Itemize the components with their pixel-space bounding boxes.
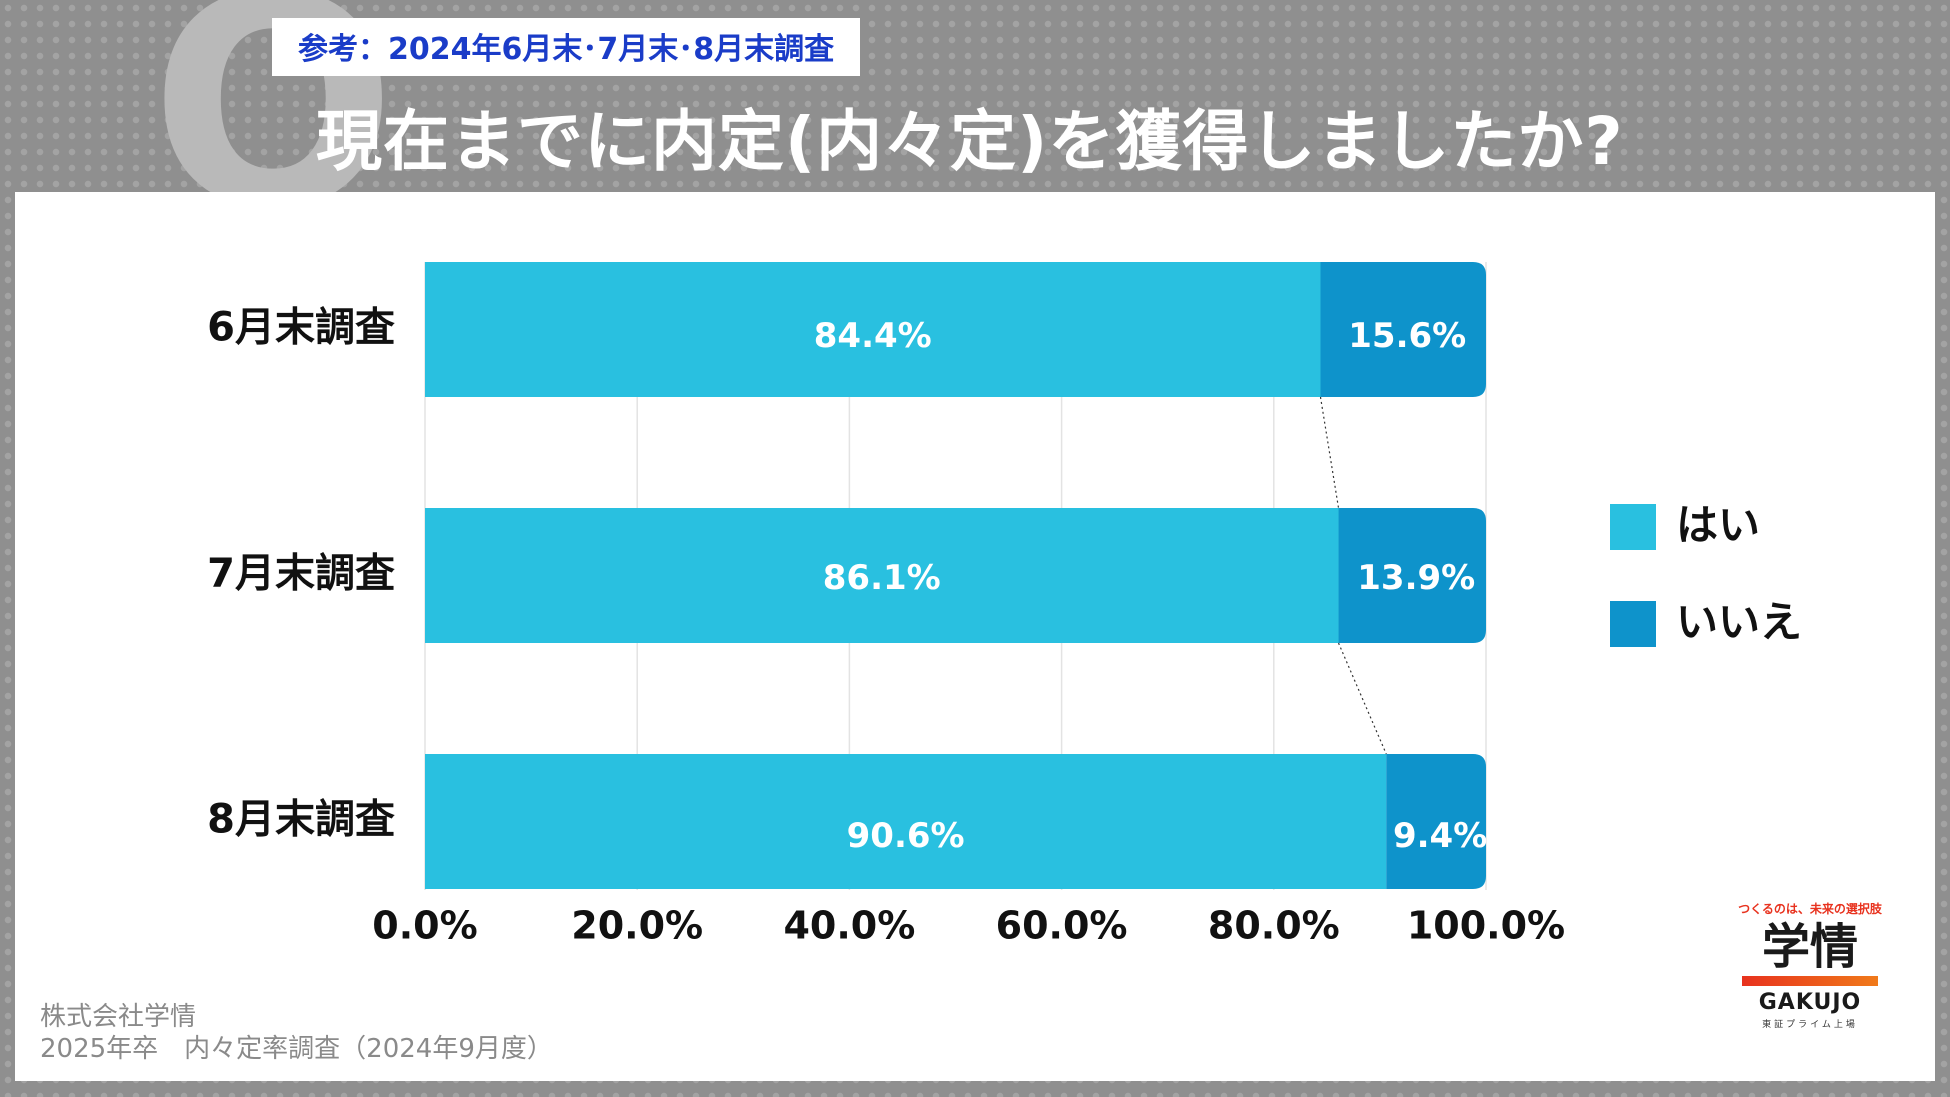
- reference-badge: 参考：2024年6月末･7月末･8月末調査: [272, 18, 861, 76]
- legend-swatch: [1610, 504, 1656, 550]
- page-title: 現在までに内定(内々定)を獲得しましたか?: [316, 103, 1624, 180]
- data-label-no: 13.9%: [1357, 558, 1475, 598]
- bar-segment-yes: [425, 508, 1339, 643]
- source-survey: 2025年卒 内々定率調査（2024年9月度）: [40, 1034, 553, 1064]
- category-label: 8月末調査: [207, 797, 395, 843]
- bar-segment-yes: [425, 754, 1387, 889]
- bar-segment-no: [1386, 754, 1486, 889]
- legend-label: はい: [1676, 501, 1760, 550]
- category-label: 7月末調査: [207, 551, 395, 597]
- series-connector-line: [1337, 642, 1387, 755]
- logo-main-text: 学情: [1761, 919, 1858, 975]
- bar-segment-no: [1320, 262, 1486, 397]
- data-label-no: 9.4%: [1393, 816, 1487, 856]
- logo-tagline: つくるのは、未来の選択肢: [1738, 902, 1882, 916]
- bar-segment-no: [1338, 508, 1486, 643]
- legend-swatch: [1610, 601, 1656, 647]
- logo-bar: [1742, 975, 1878, 986]
- legend-label: いいえ: [1676, 598, 1802, 647]
- logo-subtext: 東証プライム上場: [1762, 1019, 1858, 1030]
- x-tick-label: 40.0%: [783, 904, 915, 948]
- gakujo-logo: つくるのは、未来の選択肢 学情 GAKUJO 東証プライム上場: [1730, 900, 1890, 1030]
- series-connector-line: [1319, 396, 1340, 509]
- x-tick-label: 20.0%: [571, 904, 703, 948]
- data-label-no: 15.6%: [1348, 316, 1466, 356]
- x-tick-label: 0.0%: [372, 904, 477, 948]
- data-label-yes: 90.6%: [847, 816, 965, 856]
- logo-english-text: GAKUJO: [1758, 989, 1862, 1015]
- x-tick-label: 100.0%: [1407, 904, 1565, 948]
- source-company: 株式会社学情: [40, 1002, 197, 1032]
- category-label: 6月末調査: [207, 305, 395, 351]
- data-label-yes: 86.1%: [823, 558, 941, 598]
- bar-segment-yes: [425, 262, 1321, 397]
- x-tick-label: 60.0%: [996, 904, 1128, 948]
- data-label-yes: 84.4%: [814, 316, 932, 356]
- x-tick-label: 80.0%: [1208, 904, 1340, 948]
